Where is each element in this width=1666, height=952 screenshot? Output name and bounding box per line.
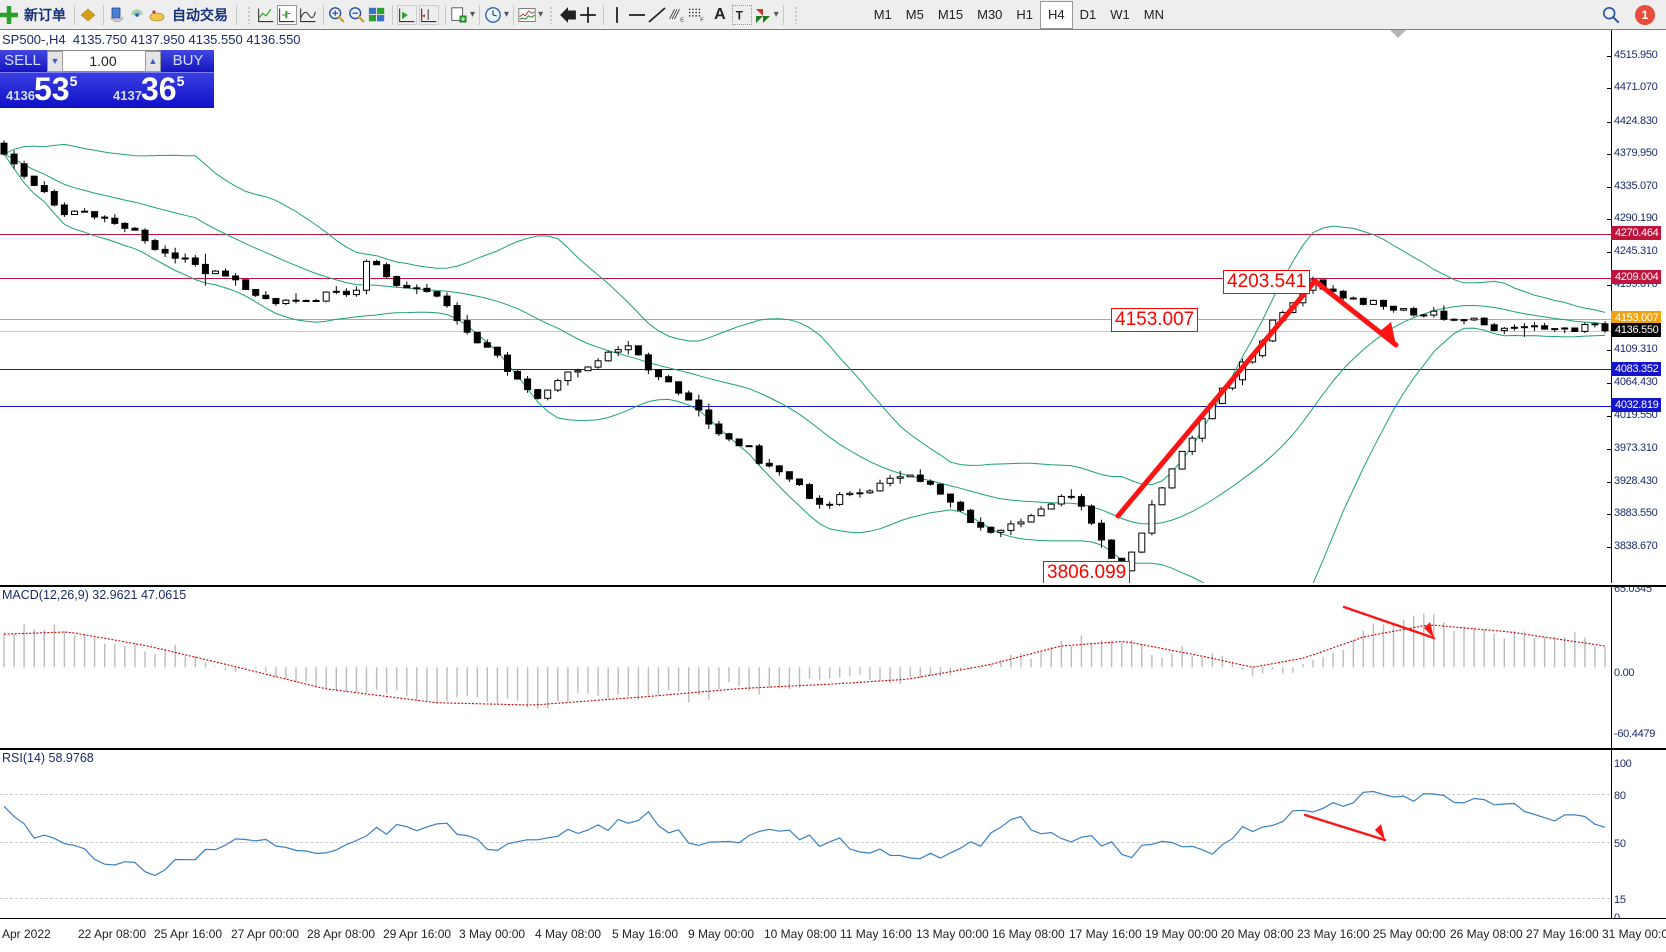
- svg-text:1: 1: [1642, 8, 1649, 22]
- svg-text:F: F: [700, 17, 704, 23]
- svg-text:E: E: [680, 17, 684, 23]
- svg-text:T: T: [735, 9, 743, 22]
